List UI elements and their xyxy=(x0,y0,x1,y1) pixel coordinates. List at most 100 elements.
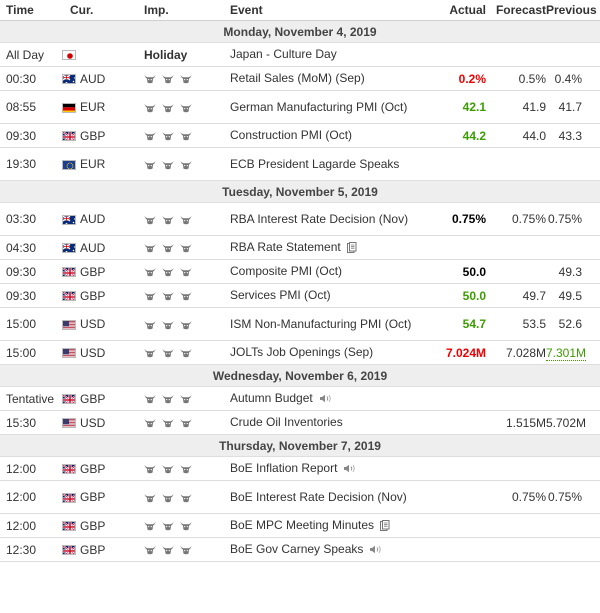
event-name-cell[interactable]: Retail Sales (MoM) (Sep) xyxy=(230,66,416,91)
event-row[interactable]: 12:30 GBP BoE Gov Carney Speaks xyxy=(0,537,600,562)
event-name-link[interactable]: Composite PMI (Oct) xyxy=(230,264,343,278)
event-previous-cell xyxy=(546,456,600,481)
event-previous-cell xyxy=(546,537,600,562)
bull-icon xyxy=(180,348,192,358)
event-name-cell[interactable]: BoE MPC Meeting Minutes xyxy=(230,513,416,538)
event-importance xyxy=(144,66,230,91)
event-name-cell[interactable]: BoE Interest Rate Decision (Nov) xyxy=(230,480,416,514)
event-importance: Holiday xyxy=(144,42,230,67)
day-label: Wednesday, November 6, 2019 xyxy=(0,364,600,387)
event-forecast xyxy=(486,513,546,538)
event-importance xyxy=(144,386,230,411)
speaker-icon[interactable] xyxy=(369,545,383,554)
event-name-cell[interactable]: Crude Oil Inventories xyxy=(230,410,416,435)
event-row[interactable]: 15:00 USD ISM Non-Manufacturing PMI (Oct) 5… xyxy=(0,307,600,341)
event-row[interactable]: 09:30 GBP Construction PMI (Oct) 44.2 44.0 43… xyxy=(0,123,600,148)
event-name-cell[interactable]: BoE Inflation Report xyxy=(230,456,416,481)
event-row[interactable]: 15:00 USD JOLTs Job Openings (Sep) 7.024M 7.… xyxy=(0,340,600,365)
header-forecast[interactable]: Forecast xyxy=(486,0,546,21)
event-forecast: 1.515M xyxy=(486,410,546,435)
header-time[interactable]: Time xyxy=(0,0,60,21)
event-row[interactable]: 12:00 GBP BoE Interest Rate Decision (Nov)… xyxy=(0,480,600,514)
event-name-link[interactable]: RBA Rate Statement xyxy=(230,240,341,254)
event-name-cell[interactable]: JOLTs Job Openings (Sep) xyxy=(230,340,416,365)
event-forecast xyxy=(486,259,546,284)
event-row[interactable]: 19:30 EUR ECB President Lagarde Speaks xyxy=(0,147,600,181)
event-name-link[interactable]: JOLTs Job Openings (Sep) xyxy=(230,345,374,359)
event-name-link[interactable]: ISM Non-Manufacturing PMI (Oct) xyxy=(230,316,412,331)
event-name-link[interactable]: Autumn Budget xyxy=(230,391,313,405)
speaker-icon[interactable] xyxy=(319,394,333,403)
event-forecast: 7.028M xyxy=(486,340,546,365)
event-importance xyxy=(144,147,230,181)
header-event[interactable]: Event xyxy=(230,0,416,21)
event-name-cell[interactable]: ISM Non-Manufacturing PMI (Oct) xyxy=(230,307,416,341)
bull-icon xyxy=(180,291,192,301)
speaker-icon[interactable] xyxy=(343,464,357,473)
event-row[interactable]: 15:30 USD Crude Oil Inventories 1.515M 5.702… xyxy=(0,410,600,435)
event-row[interactable]: 12:00 GBP BoE Inflation Report xyxy=(0,456,600,481)
event-name-link[interactable]: Japan - Culture Day xyxy=(230,47,337,61)
event-forecast xyxy=(486,456,546,481)
event-actual: 54.7 xyxy=(416,307,486,341)
bull-icon xyxy=(162,545,174,555)
event-name-link[interactable]: RBA Interest Rate Decision (Nov) xyxy=(230,211,409,226)
event-previous: 0.75% xyxy=(547,212,582,226)
event-name-link[interactable]: Retail Sales (MoM) (Sep) xyxy=(230,71,365,85)
event-name-link[interactable]: BoE Inflation Report xyxy=(230,461,338,475)
event-name-cell[interactable]: BoE Gov Carney Speaks xyxy=(230,537,416,562)
document-icon[interactable] xyxy=(346,242,357,254)
event-currency-cell: GBP xyxy=(60,513,144,538)
event-time: 12:30 xyxy=(0,537,60,562)
event-name-cell[interactable]: Autumn Budget xyxy=(230,386,416,411)
event-previous-cell xyxy=(546,513,600,538)
event-name-link[interactable]: BoE MPC Meeting Minutes xyxy=(230,518,375,532)
document-icon[interactable] xyxy=(380,520,390,532)
event-forecast: 53.5 xyxy=(486,307,546,341)
currency-code: USD xyxy=(80,345,106,360)
header-currency[interactable]: Cur. xyxy=(60,0,144,21)
event-name-link[interactable]: BoE Interest Rate Decision (Nov) xyxy=(230,489,407,504)
event-name-link[interactable]: Services PMI (Oct) xyxy=(230,288,331,302)
event-name-link[interactable]: BoE Gov Carney Speaks xyxy=(230,542,364,556)
event-previous: 0.4% xyxy=(554,71,582,86)
event-row[interactable]: 12:00 GBP BoE MPC Meeting Minutes xyxy=(0,513,600,538)
bull-icon xyxy=(162,131,174,141)
event-name-cell[interactable]: RBA Rate Statement xyxy=(230,235,416,260)
event-currency-cell: GBP xyxy=(60,456,144,481)
event-row[interactable]: 08:55 EUR German Manufacturing PMI (Oct) 42… xyxy=(0,90,600,124)
event-name-cell[interactable]: German Manufacturing PMI (Oct) xyxy=(230,90,416,124)
currency-code: AUD xyxy=(80,212,106,226)
event-name-link[interactable]: Construction PMI (Oct) xyxy=(230,128,353,142)
event-currency-cell: USD xyxy=(60,340,144,365)
header-previous[interactable]: Previous xyxy=(546,0,600,21)
event-previous-cell xyxy=(546,147,600,181)
event-name-link[interactable]: German Manufacturing PMI (Oct) xyxy=(230,99,408,114)
event-row[interactable]: 03:30 AUD RBA Interest Rate Decision (Nov)… xyxy=(0,202,600,236)
event-row[interactable]: 09:30 GBP Services PMI (Oct) 50.0 49.7 49.5 xyxy=(0,283,600,308)
bull-icon xyxy=(180,418,192,428)
header-actual[interactable]: Actual xyxy=(416,0,486,21)
event-row[interactable]: Tentative GBP Autumn Budget xyxy=(0,386,600,411)
header-importance[interactable]: Imp. xyxy=(144,0,230,21)
event-actual: 0.2% xyxy=(416,66,486,91)
event-name-cell[interactable]: Composite PMI (Oct) xyxy=(230,259,416,284)
bull-icon xyxy=(144,521,156,531)
event-importance xyxy=(144,202,230,236)
event-row[interactable]: 00:30 AUD Retail Sales (MoM) (Sep) 0.2% 0.5%… xyxy=(0,66,600,91)
event-name-link[interactable]: Crude Oil Inventories xyxy=(230,415,343,429)
event-row[interactable]: 09:30 GBP Composite PMI (Oct) 50.0 49.3 xyxy=(0,259,600,284)
event-name-cell[interactable]: Services PMI (Oct) xyxy=(230,283,416,308)
event-name-cell[interactable]: Japan - Culture Day xyxy=(230,42,416,67)
event-name-cell[interactable]: Construction PMI (Oct) xyxy=(230,123,416,148)
event-currency-cell: AUD xyxy=(60,235,144,260)
bull-icon xyxy=(162,74,174,84)
event-row[interactable]: All Day Holiday Japan - Culture Day xyxy=(0,42,600,67)
event-time: 19:30 xyxy=(0,147,60,181)
currency-code: GBP xyxy=(80,490,106,504)
event-name-cell[interactable]: RBA Interest Rate Decision (Nov) xyxy=(230,202,416,236)
event-row[interactable]: 04:30 AUD RBA Rate Statement xyxy=(0,235,600,260)
event-name-link[interactable]: ECB President Lagarde Speaks xyxy=(230,156,400,171)
event-name-cell[interactable]: ECB President Lagarde Speaks xyxy=(230,147,416,181)
event-previous-cell: 7.301M xyxy=(546,340,600,365)
